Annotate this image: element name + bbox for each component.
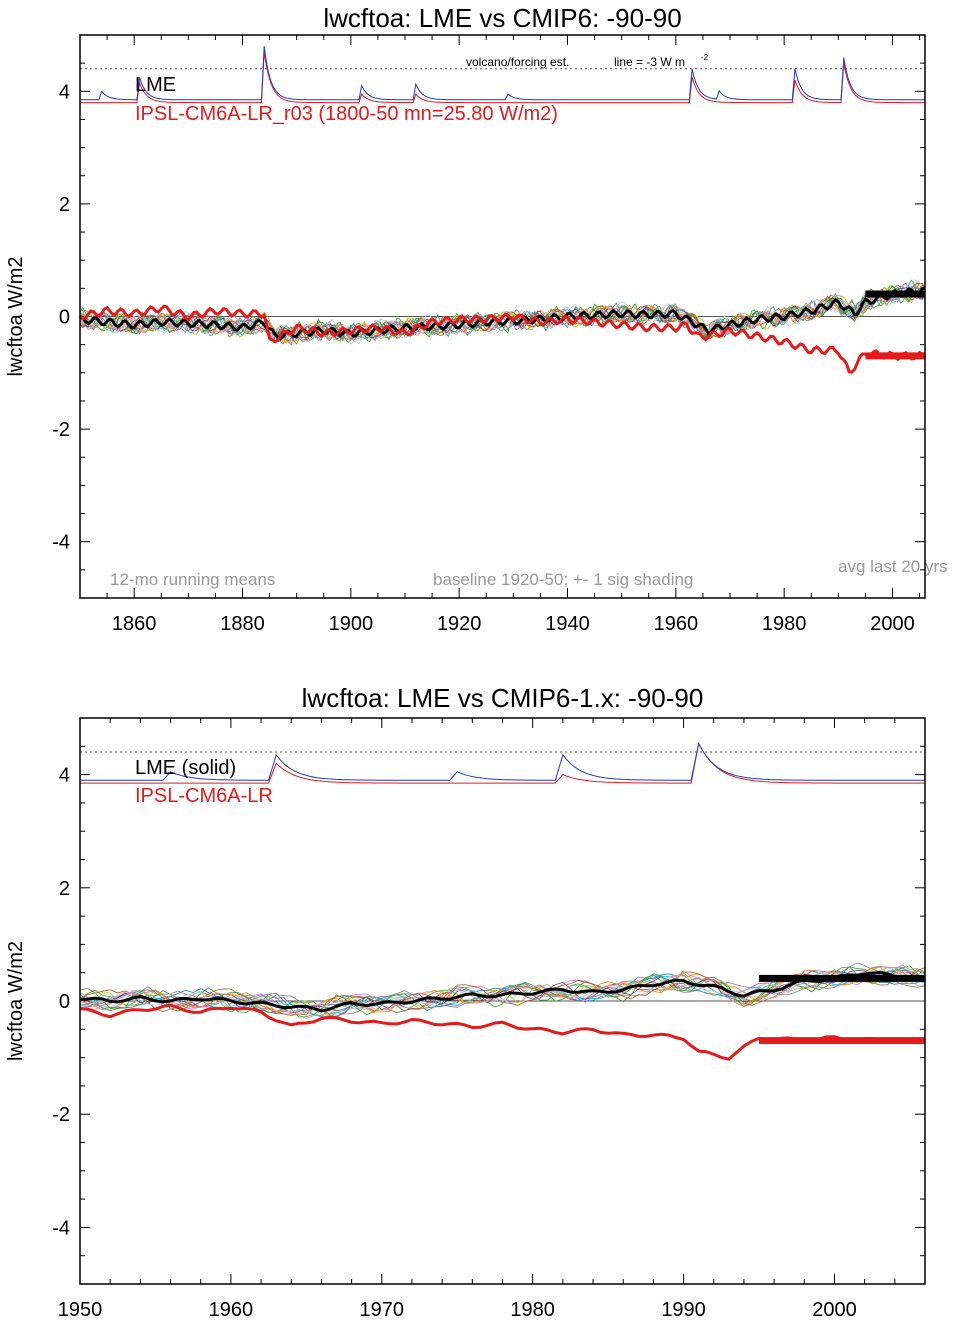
chart-title: lwcftoa: LME vs CMIP6-1.x: -90-90 bbox=[302, 683, 704, 713]
x-tick-label: 1970 bbox=[360, 1299, 405, 1321]
y-tick-label: -2 bbox=[52, 1104, 70, 1126]
y-tick-label: 4 bbox=[59, 765, 70, 787]
annotation-baseline: baseline 1920-50; +- 1 sig shading bbox=[433, 570, 693, 589]
legend-entry-ipsl: IPSL-CM6A-LR_r03 (1800-50 mn=25.80 W/m2) bbox=[135, 103, 558, 125]
plot-frame bbox=[79, 717, 926, 1285]
x-tick-label: 1950 bbox=[58, 1299, 103, 1321]
forcing-curve-lme bbox=[80, 742, 925, 781]
y-tick-label: 0 bbox=[59, 307, 70, 329]
x-tick-label: 1860 bbox=[112, 613, 157, 635]
legend-entry-lme: LME (solid) bbox=[135, 757, 236, 779]
x-tick-label: 1900 bbox=[329, 613, 374, 635]
series-line-ipsl bbox=[78, 304, 927, 374]
y-tick-label: 4 bbox=[59, 81, 70, 103]
line-label-superscript: -2 bbox=[701, 53, 709, 62]
x-tick-label: 1980 bbox=[762, 613, 807, 635]
forcing-curve-lme bbox=[80, 46, 925, 101]
y-axis-label: lwcftoa W/m2 bbox=[5, 256, 27, 376]
series-line-lme bbox=[79, 286, 926, 341]
y-tick-label: 2 bbox=[59, 878, 70, 900]
ensemble-member-line bbox=[79, 967, 926, 1015]
x-tick-label: 1960 bbox=[209, 1299, 254, 1321]
x-tick-label: 1880 bbox=[220, 613, 265, 635]
top-panel: lwcftoa: LME vs CMIP6: -90-90 lwcftoa W/m… bbox=[5, 3, 948, 635]
plot-frame bbox=[79, 34, 926, 599]
bottom-panel: lwcftoa: LME vs CMIP6-1.x: -90-90 lwcftoa… bbox=[5, 683, 926, 1321]
volcano-label: volcano/forcing est. bbox=[466, 55, 569, 69]
annotation-avg-last-20: avg last 20 yrs bbox=[838, 557, 948, 576]
chart-title: lwcftoa: LME vs CMIP6: -90-90 bbox=[323, 3, 681, 33]
x-tick-label: 1920 bbox=[437, 613, 482, 635]
series-line-ipsl bbox=[79, 1003, 926, 1061]
series-line-lme bbox=[79, 970, 926, 1013]
x-tick-label: 1980 bbox=[510, 1299, 555, 1321]
forcing-curve-ipsl bbox=[80, 742, 925, 784]
ensemble-member-line bbox=[79, 282, 926, 345]
x-tick-label: 2000 bbox=[812, 1299, 857, 1321]
y-tick-label: 2 bbox=[59, 194, 70, 216]
legend-entry-lme: LME bbox=[135, 74, 176, 96]
line-label: line = -3 W m bbox=[614, 55, 685, 69]
x-tick-label: 1960 bbox=[654, 613, 699, 635]
x-tick-label: 1940 bbox=[545, 613, 590, 635]
legend-entry-ipsl: IPSL-CM6A-LR bbox=[135, 785, 273, 807]
y-tick-label: -2 bbox=[52, 419, 70, 441]
forcing-curve-ipsl bbox=[80, 51, 925, 104]
ensemble-member-line bbox=[79, 284, 926, 343]
y-tick-label: 0 bbox=[59, 991, 70, 1013]
y-axis-label: lwcftoa W/m2 bbox=[5, 941, 27, 1061]
y-tick-label: -4 bbox=[52, 1217, 70, 1239]
ensemble-member-line bbox=[79, 285, 926, 343]
x-tick-label: 1990 bbox=[661, 1299, 706, 1321]
y-tick-label: -4 bbox=[52, 532, 70, 554]
annotation-running-means: 12-mo running means bbox=[110, 570, 275, 589]
x-tick-label: 2000 bbox=[870, 613, 915, 635]
